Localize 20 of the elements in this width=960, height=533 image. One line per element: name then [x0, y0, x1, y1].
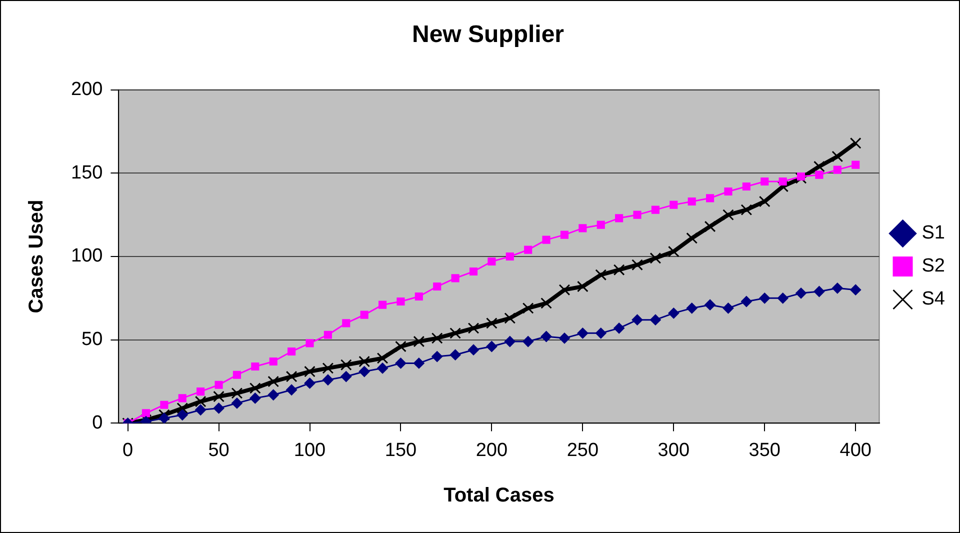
legend-label: S1 — [922, 222, 946, 244]
chart-title: New Supplier — [412, 21, 564, 48]
y-tick-label: 150 — [71, 162, 103, 184]
y-tick-label: 100 — [71, 246, 103, 267]
legend-label: S2 — [922, 256, 946, 277]
y-tick-label: 0 — [92, 412, 103, 434]
x-tick-label: 0 — [122, 440, 134, 461]
x-tick-label: 350 — [748, 440, 780, 461]
legend-label: S4 — [922, 288, 946, 310]
x-tick-label: 50 — [208, 440, 230, 461]
x-tick-label: 400 — [840, 440, 872, 461]
x-axis-title: Total Cases — [444, 484, 554, 507]
y-tick-label: 200 — [71, 79, 103, 100]
x-tick-label: 150 — [384, 440, 417, 461]
x-tick-label: 300 — [658, 440, 690, 461]
x-tick-label: 200 — [476, 440, 508, 461]
y-tick-label: 50 — [82, 329, 103, 350]
x-tick-label: 100 — [294, 440, 326, 461]
x-tick-label: 250 — [566, 440, 599, 461]
y-axis-title: Cases Used — [26, 200, 48, 314]
